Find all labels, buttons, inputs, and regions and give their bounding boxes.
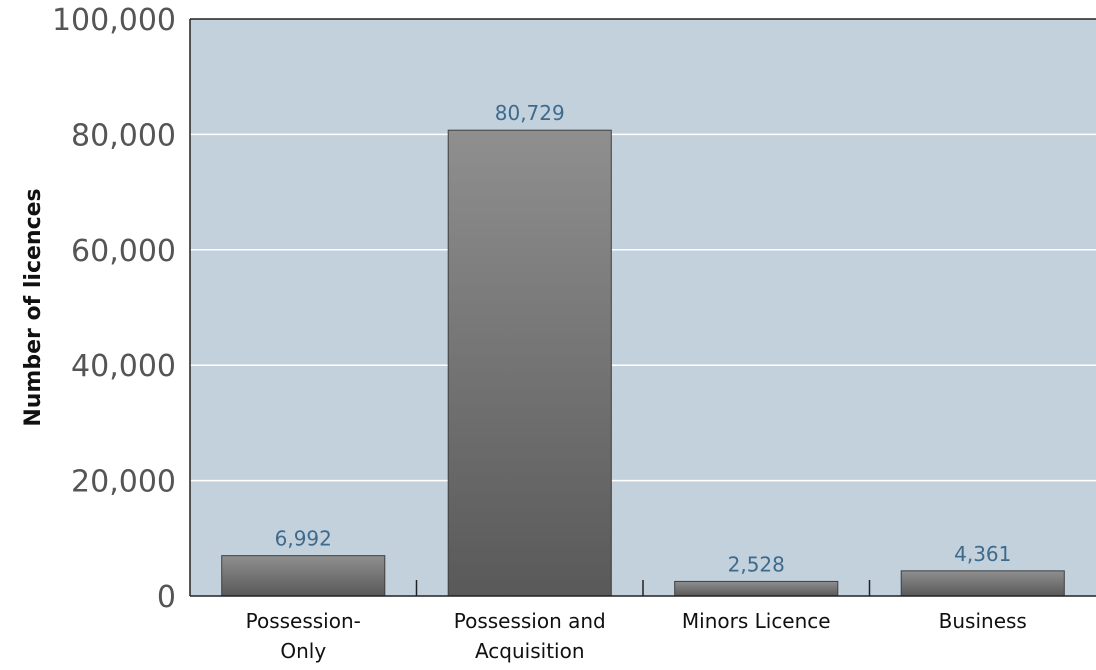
plot-area [190,19,1096,596]
y-tick-label: 100,000 [52,3,176,38]
y-tick-label: 0 [157,580,176,615]
value-labels: 6,992 80,729 2,528 4,361 [275,101,1012,576]
bar [900,570,1065,597]
y-axis-title: Number of licences [21,188,46,426]
bar [447,129,612,597]
x-tick-label: Business [939,609,1027,633]
y-tick-label: 80,000 [71,118,176,153]
x-tick-label: Minors Licence [682,609,831,633]
y-tick-label: 20,000 [71,465,176,500]
axes [189,18,1096,597]
bar [674,580,839,597]
y-tick-label: 60,000 [71,234,176,269]
bar-value-label: 2,528 [728,552,785,576]
x-tick-labels: Possession-Only Possession and Acquisition… [246,609,1027,663]
gridlines [190,133,1096,482]
x-tick-label: Possession-Only [246,609,361,663]
x-tick-label: Possession and Acquisition [454,609,606,663]
bar-value-label: 4,361 [954,542,1011,566]
bar-value-label: 80,729 [495,101,565,125]
bar-value-label: 6,992 [275,527,332,551]
bar [221,555,386,597]
y-tick-label: 40,000 [71,349,176,384]
y-tick-labels: 0 20,000 40,000 60,000 80,000 100,000 [52,3,176,615]
